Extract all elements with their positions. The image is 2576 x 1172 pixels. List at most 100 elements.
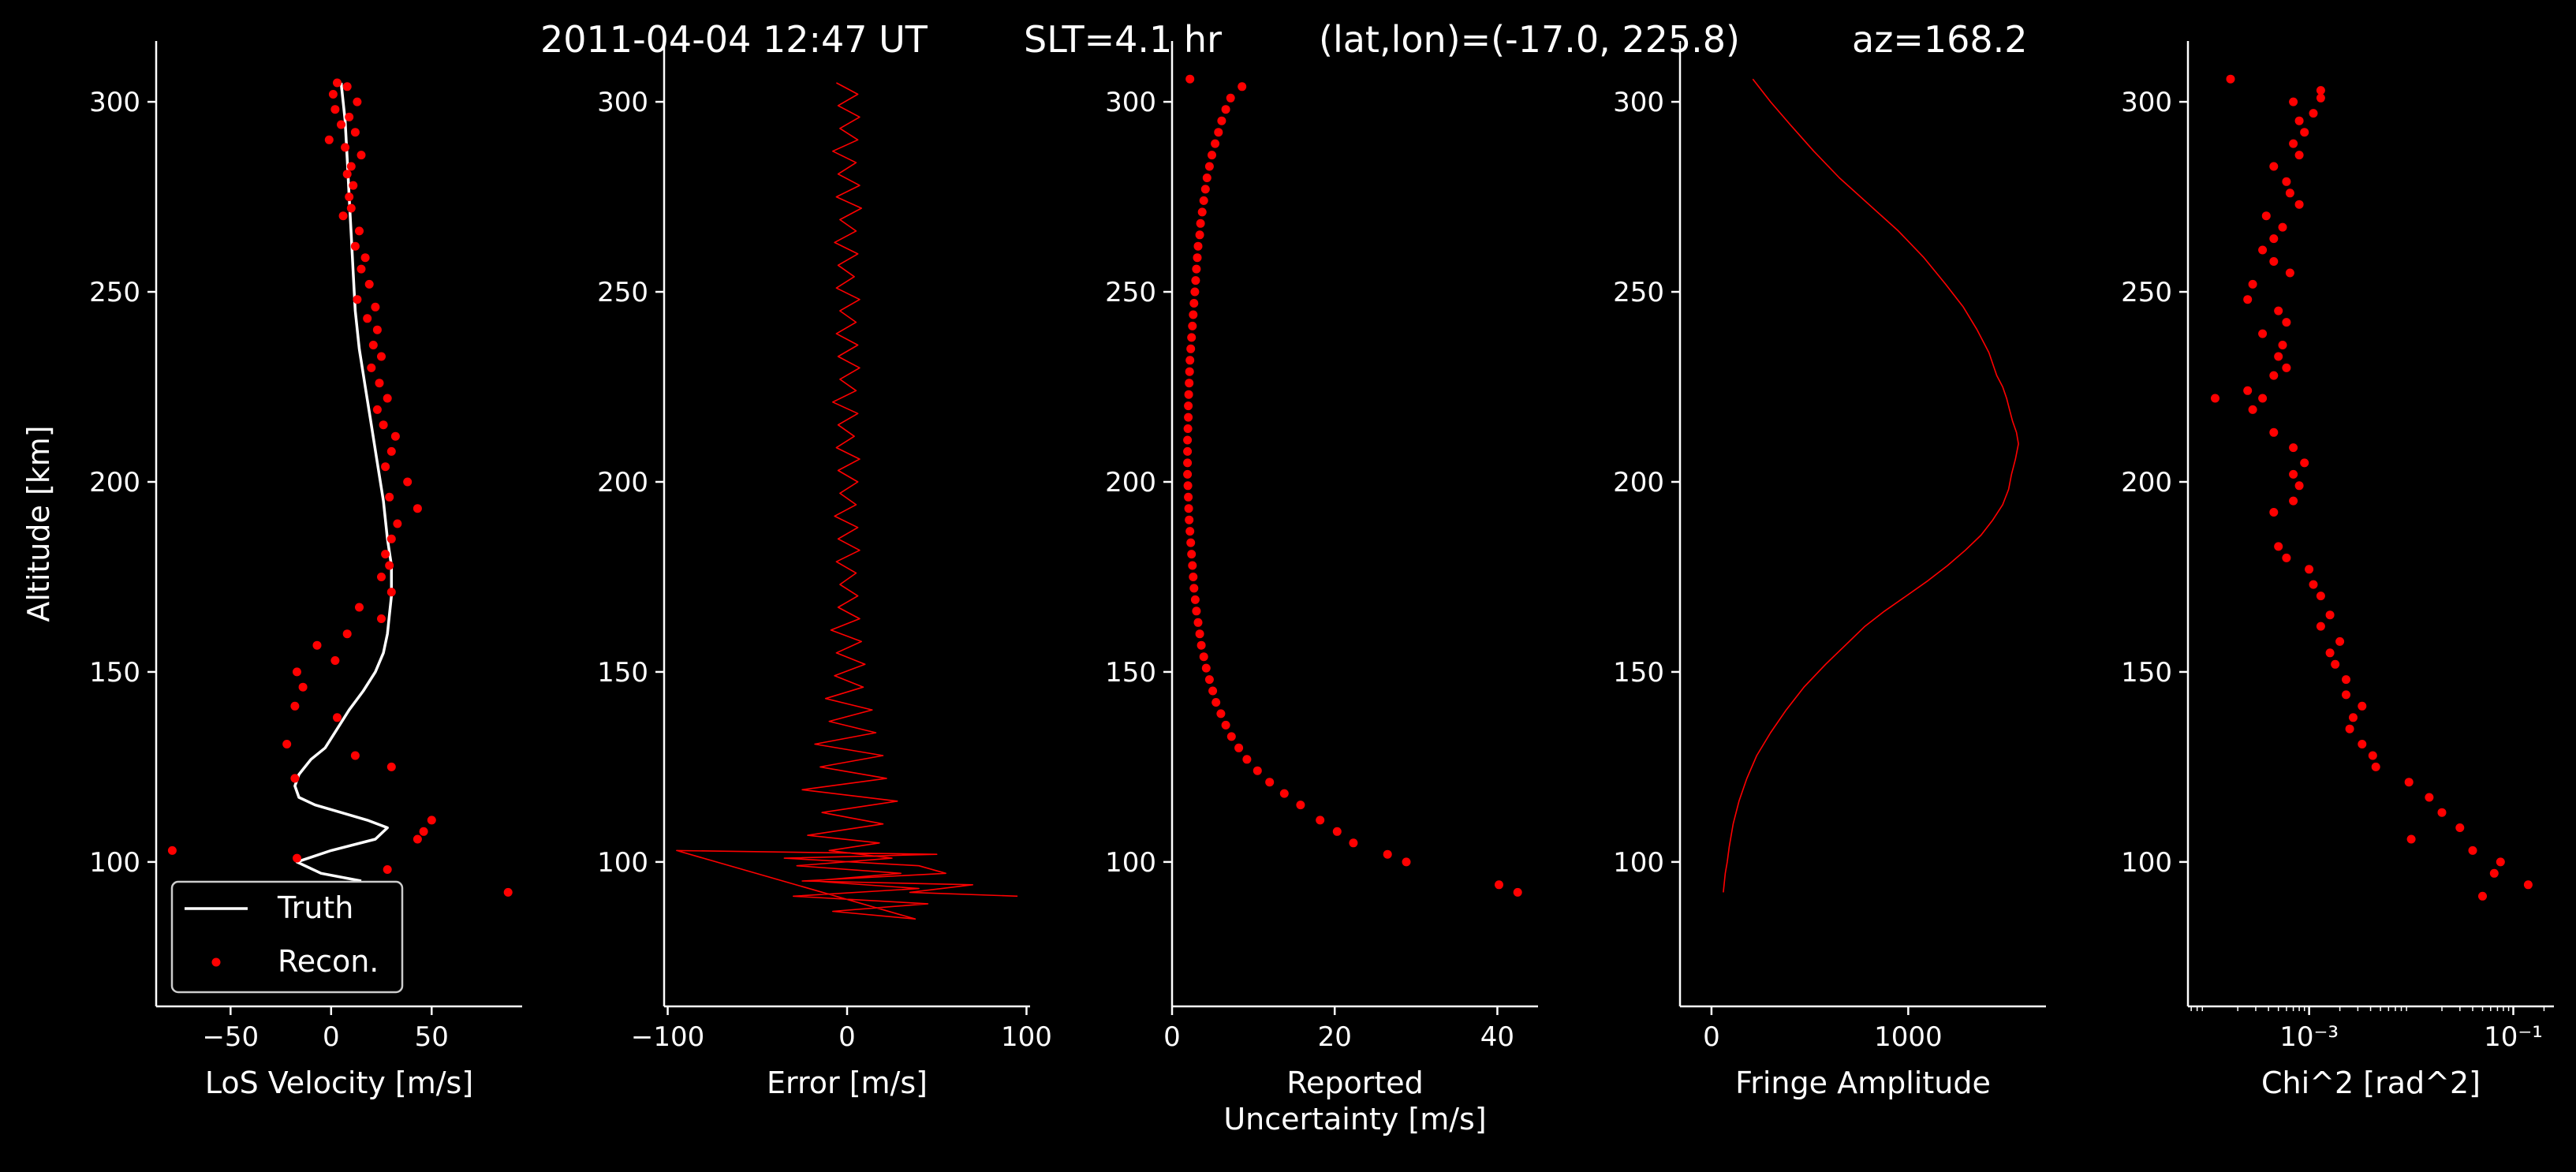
data-point — [1185, 515, 1194, 524]
x-tick-label: 40 — [1480, 1021, 1514, 1053]
data-point — [2342, 690, 2350, 700]
data-point — [2243, 386, 2253, 395]
data-point — [355, 226, 364, 236]
data-point — [1316, 816, 1325, 825]
data-point — [371, 302, 380, 312]
data-point — [375, 379, 384, 388]
data-point — [2331, 659, 2340, 669]
data-point — [1184, 492, 1193, 502]
data-point — [2478, 891, 2487, 901]
data-point — [342, 82, 352, 91]
y-tick-label: 300 — [1613, 87, 1664, 118]
data-point — [2316, 86, 2325, 95]
data-point — [1185, 527, 1195, 536]
data-point — [298, 682, 308, 692]
data-point — [383, 394, 392, 403]
data-point — [1238, 82, 1247, 91]
data-point — [330, 105, 340, 114]
data-point — [2285, 268, 2294, 278]
data-point — [385, 492, 394, 502]
data-point — [1193, 618, 1203, 627]
data-point — [1195, 230, 1204, 240]
legend-truth-label: Truth — [277, 890, 353, 925]
data-point — [346, 162, 356, 171]
data-point — [363, 314, 372, 323]
panel-3: 100 150 200 250 300 0 20 40 ReportedUncertainty … — [1105, 41, 1538, 1137]
data-point — [2455, 823, 2465, 832]
data-point — [2358, 740, 2367, 748]
data-point — [2300, 458, 2309, 468]
data-point — [1208, 686, 1218, 696]
data-point — [1192, 264, 1201, 274]
data-point — [360, 253, 370, 263]
data-point — [1211, 139, 1220, 148]
y-tick-label: 200 — [1613, 467, 1664, 498]
data-point — [1204, 675, 1214, 685]
data-point — [1253, 766, 1262, 775]
data-point — [1296, 801, 1305, 810]
data-point — [290, 701, 300, 711]
data-point — [2289, 469, 2298, 479]
data-point — [386, 588, 396, 597]
x-tick-label: 100 — [1001, 1021, 1052, 1053]
data-point — [353, 97, 362, 106]
data-point — [1513, 887, 1522, 897]
data-point — [1349, 838, 1358, 848]
data-point — [2489, 868, 2499, 878]
data-point — [1183, 435, 1193, 445]
data-point — [2342, 675, 2350, 685]
data-point — [333, 713, 342, 722]
data-point — [2243, 295, 2253, 304]
data-point — [337, 120, 345, 129]
data-point — [379, 420, 388, 430]
data-point — [1195, 629, 1204, 639]
data-point — [427, 816, 436, 825]
y-tick-label: 300 — [1105, 87, 1156, 118]
data-point — [2248, 405, 2257, 414]
data-point — [2294, 116, 2304, 125]
y-tick-label: 250 — [89, 277, 140, 308]
data-point — [2258, 329, 2268, 338]
data-point — [2211, 394, 2219, 403]
data-point — [364, 279, 374, 289]
data-point — [390, 431, 400, 441]
legend-recon-label: Recon. — [278, 944, 379, 979]
data-point — [2289, 139, 2298, 148]
truth-line — [293, 82, 394, 883]
data-point — [282, 740, 292, 748]
data-point — [290, 774, 300, 783]
data-point — [357, 151, 366, 160]
data-point — [1199, 652, 1208, 662]
data-point — [293, 667, 301, 677]
data-point — [1185, 367, 1194, 376]
data-point — [1208, 151, 1216, 160]
y-tick-label: 150 — [597, 657, 648, 689]
data-point — [2274, 306, 2283, 315]
data-point — [1186, 538, 1196, 547]
y-tick-label: 250 — [597, 277, 648, 308]
data-point — [381, 462, 390, 472]
data-point — [2305, 565, 2314, 574]
y-tick-label: 200 — [2121, 467, 2172, 498]
data-point — [353, 295, 362, 304]
data-point — [2316, 621, 2325, 631]
y-tick-label: 150 — [89, 657, 140, 689]
data-point — [1184, 504, 1193, 513]
data-point — [1234, 743, 1244, 752]
x-tick-label: 50 — [415, 1021, 449, 1053]
data-point — [355, 603, 364, 612]
data-point — [2269, 427, 2279, 437]
data-point — [1197, 640, 1206, 650]
data-point — [1211, 698, 1221, 707]
data-point — [377, 352, 386, 361]
data-point — [2269, 371, 2279, 380]
data-point — [1185, 379, 1194, 388]
data-point — [350, 751, 360, 760]
data-point — [2349, 713, 2358, 722]
x-tick-label: 10⁻³ — [2279, 1021, 2339, 1053]
y-tick-label: 100 — [2121, 847, 2172, 879]
x-axis-label: Reported — [1286, 1066, 1423, 1100]
data-point — [2437, 808, 2447, 817]
data-point — [345, 192, 354, 202]
